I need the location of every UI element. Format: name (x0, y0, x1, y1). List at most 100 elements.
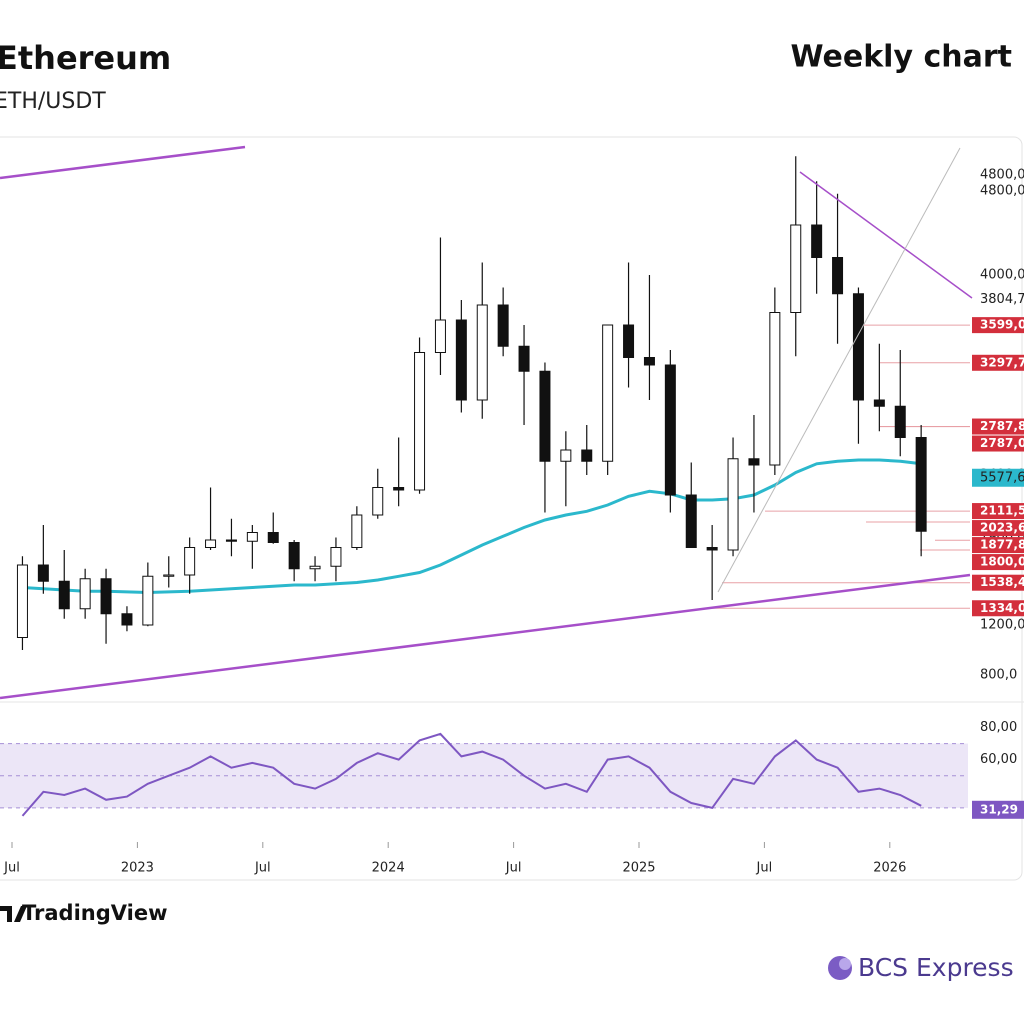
candle-body (748, 458, 760, 466)
y-tick-label: 4000,0 (980, 268, 1024, 283)
candle-body (685, 494, 697, 548)
candle-body (267, 532, 279, 543)
level-label: 2787,0 (980, 436, 1024, 450)
level-label: 1800,0 (980, 555, 1024, 569)
level-label-box (972, 520, 1024, 537)
candle-body (497, 304, 509, 347)
level-label-box (972, 503, 1024, 520)
candle-body (205, 539, 217, 548)
candle-body (873, 399, 885, 407)
plot (0, 156, 970, 817)
candle-body (330, 547, 342, 567)
candle-body (288, 542, 300, 570)
candle-body (351, 514, 363, 548)
x-tick-label: 2023 (121, 861, 154, 876)
candle-body (184, 547, 196, 576)
candle-body (811, 224, 823, 258)
candle-body (246, 532, 258, 542)
x-tick-label: Jul (254, 861, 271, 876)
x-tick-label: Jul (756, 861, 773, 876)
candle-body (539, 370, 551, 462)
candle-body (664, 364, 676, 496)
ma-label: 5577,6 (980, 470, 1024, 485)
level-label: 2023,6 (980, 521, 1024, 535)
x-tick-label: 2025 (622, 861, 655, 876)
candle-body (37, 564, 49, 582)
level-label-box (972, 537, 1024, 554)
trend-line (0, 145, 246, 180)
candle-body (372, 487, 384, 516)
brand: TradingView (22, 901, 167, 925)
candle-body (16, 564, 28, 638)
level-label-box (972, 317, 1024, 334)
candle-body (769, 312, 781, 466)
bcs-logo: BCS Express (828, 953, 1014, 982)
candle-body (560, 449, 572, 462)
x-tick-label: 2024 (372, 861, 405, 876)
candle-body (163, 574, 175, 577)
level-label-box (972, 600, 1024, 617)
candle-body (602, 324, 614, 462)
candle-body (393, 487, 405, 491)
trend-line (799, 171, 973, 299)
subtitle: ETH/USDT (0, 89, 106, 114)
logo-icon (0, 906, 27, 922)
candle-body (455, 319, 467, 401)
rsi-label-box (972, 800, 1024, 819)
candle-body (852, 293, 864, 401)
candle-body (476, 304, 488, 401)
rsi-label: 31,29 (980, 802, 1018, 816)
candle-body (581, 449, 593, 462)
moving-average (22, 458, 922, 595)
candle-body (142, 575, 154, 626)
candle-body (894, 405, 906, 438)
title: Ethereum (0, 39, 171, 77)
candle-body (121, 613, 133, 626)
level-label-box (972, 354, 1024, 371)
level-label-box (972, 554, 1024, 571)
x-tick-label: Jul (3, 861, 20, 876)
level-label: 1538,4 (980, 575, 1024, 589)
x-tick-label: Jul (505, 861, 522, 876)
candle-body (225, 539, 237, 542)
candle-body (79, 578, 91, 610)
logo-icon (839, 958, 851, 970)
rsi-tick-label: 60,00 (980, 752, 1017, 767)
candle-body (623, 324, 635, 358)
x-tick-label: 2026 (873, 861, 906, 876)
level-label-box (972, 574, 1024, 591)
ma-label-box (972, 468, 1024, 487)
candle-body (434, 319, 446, 353)
candle-body (706, 547, 718, 551)
candle-body (832, 257, 844, 295)
candle-body (643, 357, 655, 366)
y-tick-label: 1200,0 (980, 618, 1024, 633)
y-tick-label: 4800,0 (980, 184, 1024, 199)
publisher: BCS Express (858, 953, 1014, 982)
y-tick-label: 800,0 (980, 668, 1017, 683)
level-label: 3297,7 (980, 355, 1024, 369)
level-label: 2787,8 (980, 419, 1024, 433)
rsi-tick-label: 80,00 (980, 720, 1017, 735)
candle-body (518, 345, 530, 372)
candle-body (414, 352, 426, 491)
level-label-box (972, 435, 1024, 452)
level-label: 2111,5 (980, 504, 1024, 518)
y-tick-label: 3804,7 (980, 292, 1024, 307)
rsi-line (21, 732, 922, 817)
level-label: 3599,0 (980, 318, 1024, 332)
level-label: 1334,0 (980, 601, 1024, 615)
candle-body (790, 224, 802, 313)
tradingview-logo: TradingView (0, 901, 167, 925)
level-label-box (972, 418, 1024, 435)
axes: 4800,04000,04800,03804,72400,01900,01200… (3, 168, 1024, 876)
trend-line (717, 147, 961, 593)
candle-body (309, 565, 321, 570)
candle-body (727, 458, 739, 551)
candle-body (100, 578, 112, 615)
candle-body (915, 437, 927, 532)
timeframe: Weekly chart (791, 40, 1012, 75)
y-tick-label: 4800,0 (980, 168, 1024, 183)
